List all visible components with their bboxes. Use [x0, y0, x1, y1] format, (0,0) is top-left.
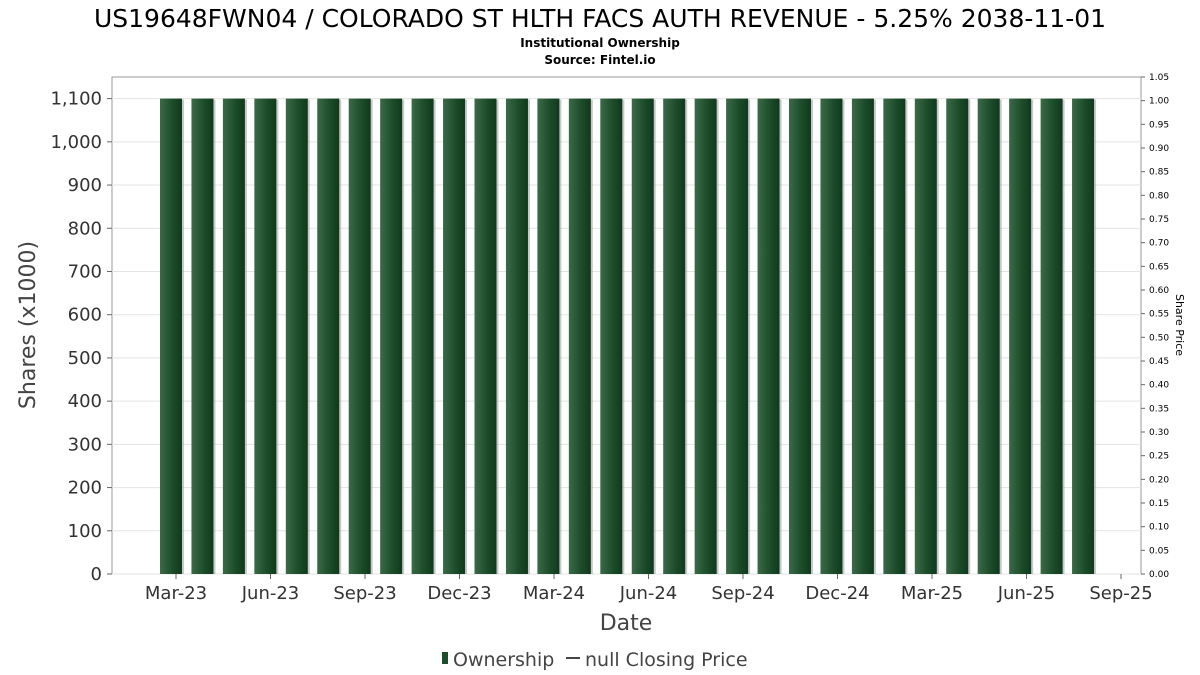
- y2tick-label: 0.00: [1149, 570, 1169, 580]
- xtick-label: Jun-23: [241, 583, 300, 604]
- chart-source: Source: Fintel.io: [544, 53, 655, 67]
- y2tick-label: 0.55: [1149, 310, 1169, 320]
- x-axis-ticks: Mar-23 Jun-23 Sep-23 Dec-23 Mar-24 Jun-24 Sep-…: [145, 574, 1153, 604]
- ytick-label: 600: [68, 305, 102, 326]
- ytick-label: 100: [68, 521, 102, 542]
- bar: [348, 98, 371, 574]
- y2tick-label: 1.05: [1149, 73, 1169, 83]
- xtick-label: Sep-25: [1089, 583, 1152, 604]
- bar: [254, 98, 277, 574]
- xtick-label: Dec-24: [805, 583, 869, 604]
- bar: [285, 98, 308, 574]
- xtick-label: Jun-25: [997, 583, 1056, 604]
- bar: [191, 98, 214, 574]
- bar: [820, 98, 843, 574]
- bar: [222, 98, 245, 574]
- bar: [474, 98, 497, 574]
- chart-title: US19648FWN04 / COLORADO ST HLTH FACS AUT…: [94, 4, 1106, 33]
- xtick-label: Jun-24: [619, 583, 678, 604]
- bar: [663, 98, 686, 574]
- bar: [443, 98, 466, 574]
- legend: Ownership null Closing Price: [442, 649, 748, 671]
- bar: [600, 98, 623, 574]
- bar: [726, 98, 749, 574]
- bar: [631, 98, 654, 574]
- right-axis-label: Share Price: [1173, 294, 1186, 356]
- ytick-label: 200: [68, 478, 102, 499]
- ytick-label: 700: [68, 261, 102, 282]
- ytick-label: 0: [91, 564, 102, 585]
- y2tick-label: 0.45: [1149, 357, 1169, 367]
- legend-label-price: null Closing Price: [585, 649, 748, 671]
- bar: [883, 98, 906, 574]
- bar: [914, 98, 937, 574]
- y2tick-label: 0.65: [1149, 262, 1169, 272]
- y2tick-label: 0.70: [1149, 239, 1169, 249]
- xtick-label: Mar-24: [523, 583, 585, 604]
- y2tick-label: 1.00: [1149, 97, 1169, 107]
- bar: [380, 98, 403, 574]
- xtick-label: Sep-23: [333, 583, 396, 604]
- ytick-label: 1,100: [50, 89, 102, 110]
- bar: [694, 98, 717, 574]
- bar: [537, 98, 560, 574]
- y2tick-label: 0.75: [1149, 215, 1169, 225]
- y2tick-label: 0.60: [1149, 286, 1169, 296]
- bar: [411, 98, 434, 574]
- ytick-label: 800: [68, 218, 102, 239]
- chart-subtitle: Institutional Ownership: [520, 36, 680, 50]
- y-axis-label: Shares (x1000): [16, 241, 41, 409]
- left-axis-ticks: 0 100 200 300 400 500 600 700 800 900 1,000 1,100: [50, 89, 112, 585]
- y2tick-label: 0.35: [1149, 404, 1169, 414]
- xtick-label: Sep-24: [711, 583, 774, 604]
- y2tick-label: 0.10: [1149, 523, 1169, 533]
- xtick-label: Mar-25: [901, 583, 963, 604]
- bar: [1072, 98, 1095, 574]
- bar: [317, 98, 340, 574]
- legend-swatch-ownership: [442, 652, 448, 664]
- y2tick-label: 0.50: [1149, 333, 1169, 343]
- bar: [1009, 98, 1032, 574]
- bar: [789, 98, 811, 574]
- xtick-label: Mar-23: [145, 583, 207, 604]
- ytick-label: 400: [68, 391, 102, 412]
- y2tick-label: 0.95: [1149, 120, 1169, 130]
- ytick-label: 900: [68, 175, 102, 196]
- x-axis-label: Date: [600, 611, 653, 636]
- bar: [977, 98, 1000, 574]
- bars: [160, 98, 1097, 574]
- bar: [757, 98, 780, 574]
- ytick-label: 500: [68, 348, 102, 369]
- bar: [851, 98, 874, 574]
- right-axis-ticks: 0.00 0.05 0.10 0.15 0.20 0.25 0.30 0.35 0.40 0.45…: [1141, 73, 1169, 580]
- bar: [1040, 98, 1063, 574]
- y2tick-label: 0.30: [1149, 428, 1169, 438]
- bar: [160, 98, 182, 574]
- y2tick-label: 0.25: [1149, 452, 1169, 462]
- bar: [946, 98, 969, 574]
- y2tick-label: 0.40: [1149, 381, 1169, 391]
- xtick-label: Dec-23: [427, 583, 491, 604]
- y2tick-label: 0.80: [1149, 191, 1169, 201]
- y2tick-label: 0.20: [1149, 475, 1169, 485]
- bar: [505, 98, 528, 574]
- y2tick-label: 0.15: [1149, 499, 1169, 509]
- legend-label-ownership: Ownership: [453, 649, 554, 671]
- y2tick-label: 0.90: [1149, 144, 1169, 154]
- bar: [568, 98, 591, 574]
- ytick-label: 300: [68, 434, 102, 455]
- ytick-label: 1,000: [50, 132, 102, 153]
- y2tick-label: 0.85: [1149, 168, 1169, 178]
- y2tick-label: 0.05: [1149, 546, 1169, 556]
